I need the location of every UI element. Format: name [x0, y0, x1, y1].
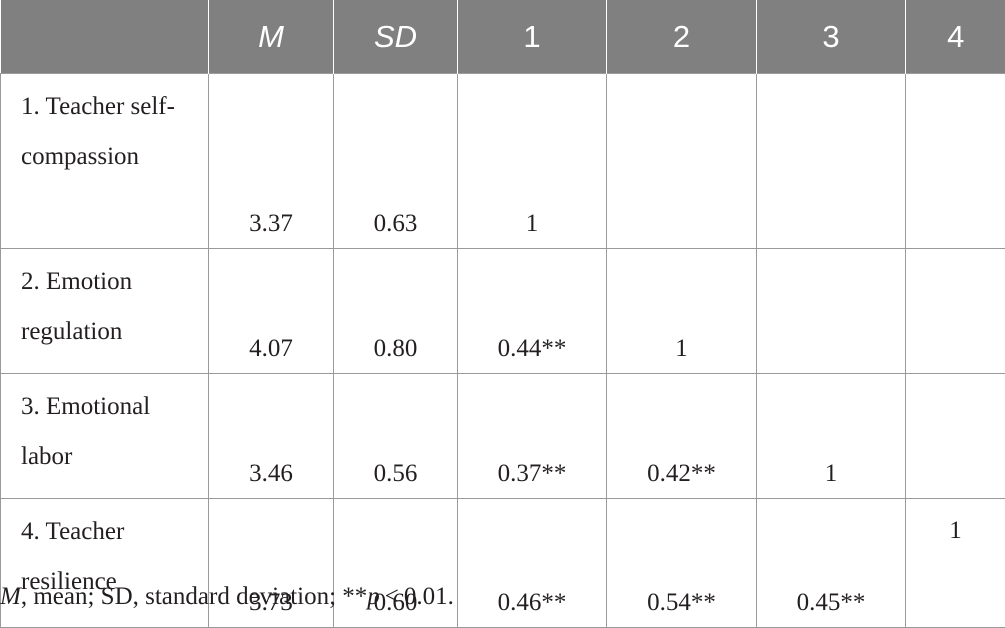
- cell-sd: 0.63: [334, 74, 458, 249]
- row-label: 2. Emotion regulation: [1, 249, 209, 374]
- cell-corr-2: [607, 74, 757, 249]
- header-mean: M: [209, 0, 334, 74]
- row-label: 3. Emotional labor: [1, 374, 209, 499]
- cell-corr-2: 0.42**: [607, 374, 757, 499]
- table-row: 3. Emotional labor 3.46 0.56 0.37** 0.42…: [1, 374, 1005, 499]
- header-col-4: 4: [906, 0, 1005, 74]
- footnote-definitions: , mean; SD, standard deviation; **: [21, 583, 367, 610]
- table-row: 1. Teacher self-compassion 3.37 0.63 1: [1, 74, 1005, 249]
- cell-corr-4: [906, 249, 1005, 374]
- row-label: 1. Teacher self-compassion: [1, 74, 209, 249]
- cell-corr-3: 0.45**: [757, 499, 906, 628]
- cell-corr-1: 0.46**: [458, 499, 607, 628]
- cell-corr-1: 0.44**: [458, 249, 607, 374]
- cell-corr-3: [757, 249, 906, 374]
- cell-corr-4: 1: [906, 499, 1005, 628]
- cell-corr-4: [906, 74, 1005, 249]
- cell-mean: 3.46: [209, 374, 334, 499]
- header-row: M SD 1 2 3 4: [1, 0, 1005, 74]
- cell-corr-2: 1: [607, 249, 757, 374]
- header-sd: SD: [334, 0, 458, 74]
- cell-mean: 4.07: [209, 249, 334, 374]
- cell-sd: 0.80: [334, 249, 458, 374]
- footnote-p-symbol: p: [367, 583, 380, 610]
- cell-sd: 0.56: [334, 374, 458, 499]
- header-col-2: 2: [607, 0, 757, 74]
- cell-corr-4: [906, 374, 1005, 499]
- cell-corr-1: 0.37**: [458, 374, 607, 499]
- footnote-m-symbol: M: [0, 583, 21, 610]
- table-row: 2. Emotion regulation 4.07 0.80 0.44** 1: [1, 249, 1005, 374]
- cell-corr-3: 1: [757, 374, 906, 499]
- header-col-3: 3: [757, 0, 906, 74]
- cell-corr-2: 0.54**: [607, 499, 757, 628]
- footnote-threshold: < 0.01.: [380, 583, 454, 610]
- cell-corr-1: 1: [458, 74, 607, 249]
- cell-mean: 3.37: [209, 74, 334, 249]
- table-footnote: M, mean; SD, standard deviation; **p < 0…: [0, 583, 454, 611]
- cell-corr-3: [757, 74, 906, 249]
- header-blank: [1, 0, 209, 74]
- header-col-1: 1: [458, 0, 607, 74]
